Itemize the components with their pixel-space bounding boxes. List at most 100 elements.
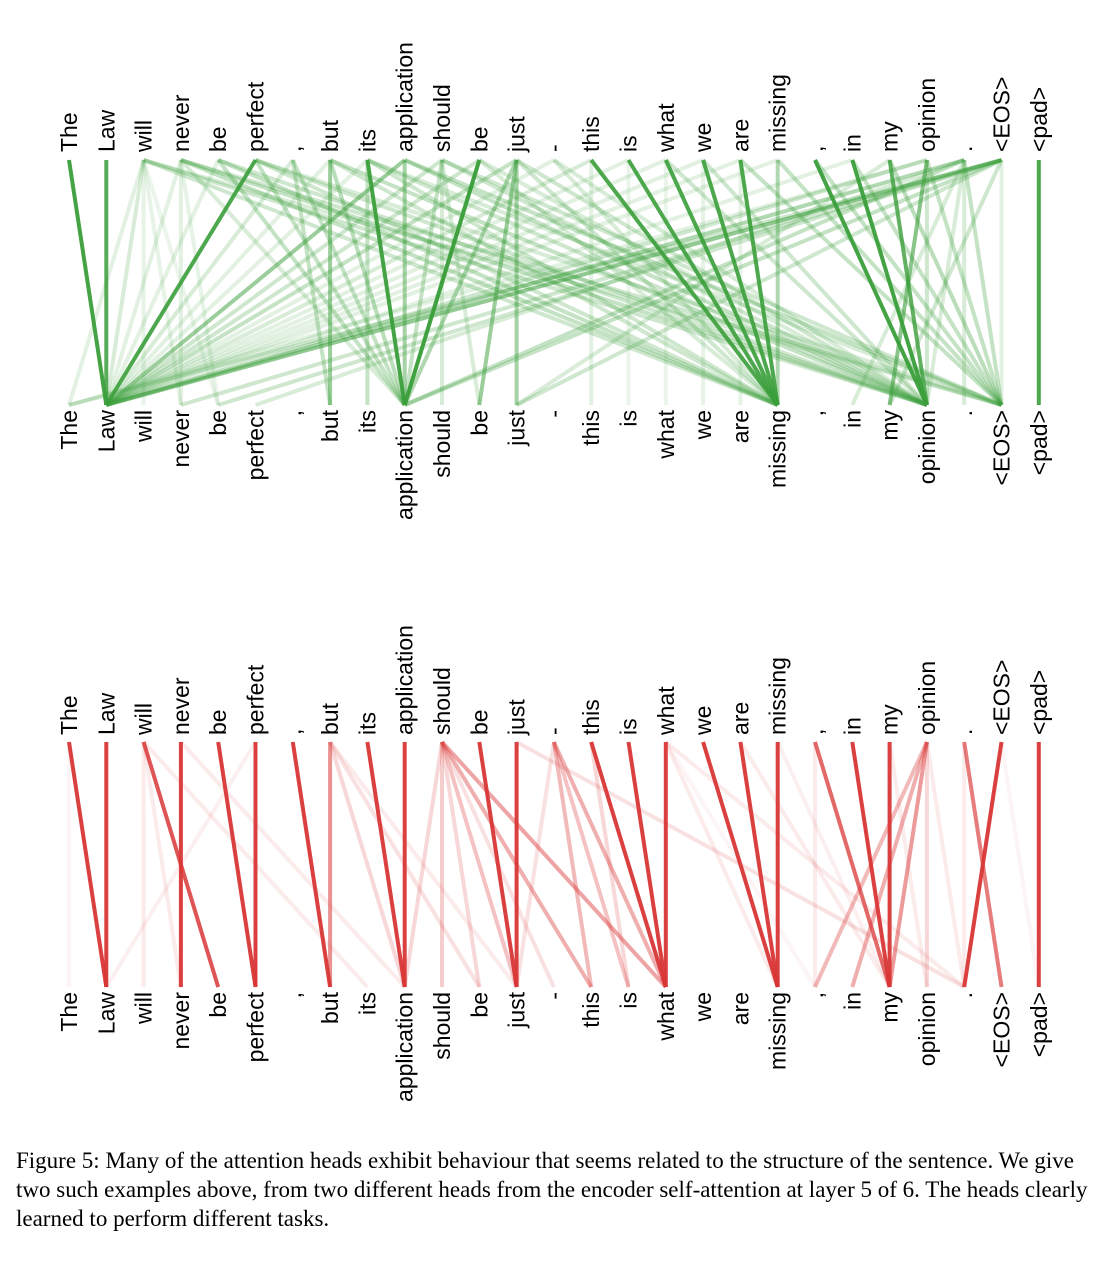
bottom-token-label: Law	[93, 410, 119, 453]
bottom-token-label: is	[616, 992, 642, 1009]
bottom-token-label: in	[839, 410, 865, 428]
bottom-token-label: <pad>	[1026, 992, 1052, 1057]
top-token-label: my	[877, 704, 903, 735]
attention-edge-16-19	[663, 159, 780, 406]
attention-edge-11-12	[477, 741, 519, 988]
attention-edge-8-9	[365, 159, 407, 406]
attention-edge-11-9	[402, 159, 482, 406]
top-token-label: The	[56, 695, 82, 735]
top-token-label: opinion	[914, 661, 940, 735]
attention-edge-0-1	[67, 741, 109, 988]
top-token-label: application	[392, 42, 418, 152]
attention-edge-18-1	[105, 158, 742, 407]
top-token-label: -	[541, 727, 567, 735]
attention-edge-21-1	[105, 158, 853, 407]
attention-edge-2-3	[141, 159, 183, 406]
top-token-label: ,	[280, 729, 306, 735]
attention-edge-5-25	[254, 158, 1003, 407]
attention-edge-4-23	[217, 158, 928, 407]
bottom-token-label: opinion	[914, 410, 940, 484]
attention-edge-3-25	[180, 158, 1003, 407]
bottom-token-label: will	[131, 410, 157, 443]
bottom-token-label: but	[317, 991, 343, 1024]
top-token-label: what	[653, 686, 679, 736]
attention-edge-7-9	[328, 741, 407, 988]
top-token-label: application	[392, 625, 418, 735]
bottom-token-label: ,	[280, 992, 306, 998]
attention-edge-17-19	[701, 159, 780, 406]
top-token-labels-red: The Law will never be perfect, but its applicati…	[56, 625, 1052, 736]
attention-edge-2-3	[141, 741, 183, 988]
attention-edge-13-19	[552, 158, 780, 407]
bottom-token-labels-green: The Law will never be perfect, but its applicati…	[56, 409, 1052, 520]
attention-edge-2-25	[143, 158, 1003, 407]
attention-edge-6-9	[290, 159, 407, 406]
attention-edge-2-1	[104, 159, 146, 406]
attention-edge-25-24	[962, 741, 1004, 988]
attention-edge-3-9	[179, 158, 407, 407]
attention-edge-25-4	[217, 158, 1003, 407]
attention-edge-21-25	[850, 158, 1004, 407]
top-token-label: we	[690, 123, 716, 153]
top-token-label: missing	[765, 74, 791, 152]
attention-edge-15-16	[626, 741, 668, 988]
bottom-token-label: this	[578, 992, 604, 1028]
bottom-token-label: should	[429, 410, 455, 478]
attention-edge-15-1	[105, 158, 630, 407]
top-token-label: is	[616, 718, 642, 735]
attention-edge-21-23	[850, 159, 929, 406]
top-token-label: this	[578, 116, 604, 152]
bottom-token-label: but	[317, 409, 343, 442]
bottom-token-label: are	[727, 410, 753, 443]
attention-edge-9-23	[403, 158, 928, 407]
attention-edge-2-19	[142, 158, 779, 407]
attention-edge-5-1	[104, 158, 258, 407]
top-token-label: in	[839, 717, 865, 735]
attention-edge-12-19	[515, 158, 780, 407]
attention-edges-green	[67, 158, 1041, 407]
bottom-token-label: its	[354, 410, 380, 433]
top-token-label: is	[616, 135, 642, 152]
top-token-label: <EOS>	[989, 77, 1015, 152]
top-token-label: its	[354, 129, 380, 152]
attention-edge-0-1	[67, 159, 109, 406]
bottom-token-label: my	[877, 410, 903, 441]
attention-edge-12-1	[105, 158, 518, 407]
bottom-token-label: perfect	[243, 991, 269, 1062]
bottom-token-label: perfect	[243, 409, 269, 480]
attention-edge-23-25	[924, 159, 1004, 406]
bottom-token-label: what	[653, 409, 679, 459]
bottom-token-label: <EOS>	[989, 992, 1015, 1067]
bottom-token-label: ,	[802, 410, 828, 416]
attention-edge-10-11	[440, 741, 482, 988]
attention-edge-10-9	[402, 159, 444, 406]
bottom-token-label: missing	[765, 992, 791, 1070]
attention-head-panel-red: The Law will never be perfect, but its applicati…	[56, 625, 1052, 1102]
bottom-token-label: never	[168, 992, 194, 1050]
bottom-token-label: in	[839, 992, 865, 1010]
bottom-token-label: -	[541, 992, 567, 1000]
attention-edge-7-1	[104, 158, 332, 407]
attention-edge-10-12	[440, 741, 519, 988]
attention-edge-10-9	[402, 741, 444, 988]
top-token-label: .	[951, 146, 977, 152]
attention-edge-13-15	[551, 741, 631, 988]
top-token-label: be	[205, 709, 231, 735]
bottom-token-label: never	[168, 410, 194, 468]
attention-edge-3-23	[180, 158, 928, 407]
bottom-token-label: just	[504, 991, 530, 1028]
attention-edge-24-1	[105, 158, 965, 407]
top-token-label: opinion	[914, 78, 940, 152]
attention-edge-13-14	[551, 741, 594, 988]
top-token-label: should	[429, 667, 455, 735]
bottom-token-label: ,	[802, 992, 828, 998]
top-token-label: missing	[765, 657, 791, 735]
attention-edge-18-19	[738, 159, 780, 406]
bottom-token-label: The	[56, 992, 82, 1032]
attention-edge-6-7	[290, 159, 333, 406]
attention-edge-10-1	[105, 158, 444, 407]
attention-edge-17-19	[701, 741, 780, 988]
attention-edges-red	[67, 740, 1041, 989]
top-token-label: never	[168, 94, 194, 152]
top-token-label: ,	[802, 146, 828, 152]
